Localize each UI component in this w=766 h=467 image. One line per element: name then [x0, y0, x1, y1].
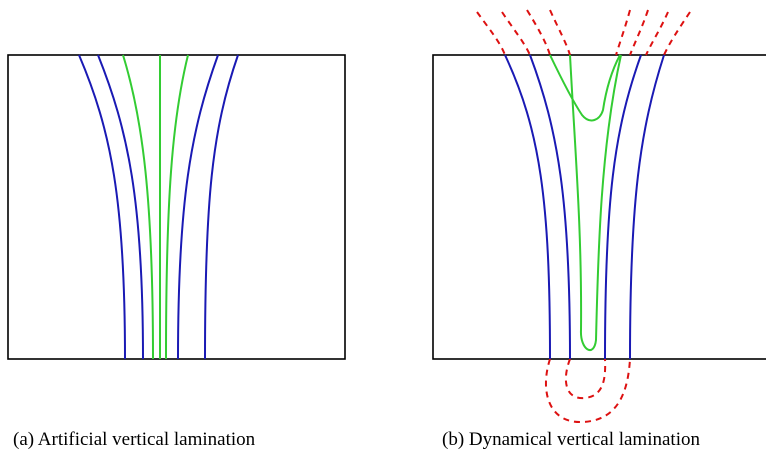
panel-b-blue-leaves — [504, 54, 665, 360]
panel-b-red-leaf-top-left-4 — [549, 9, 571, 56]
panel-b-red-loop-outer — [545, 358, 631, 424]
panel-b-blue-leaf-outer-left — [504, 54, 551, 360]
panel-b-frame — [432, 54, 766, 360]
panel-b-blue-leaf-outer-right — [629, 54, 665, 360]
panel-b-red-leaf-top-right-4 — [663, 11, 691, 56]
panel-a-blue-leaf-inner-left — [97, 54, 144, 360]
panel-a-caption: (a) Artificial vertical lamination — [13, 429, 256, 450]
panel-b-red-leaf-top-right-2 — [629, 9, 649, 56]
panel-b-blue-leaf-inner-right — [604, 54, 642, 360]
panel-b-green-fold-upper — [549, 54, 621, 122]
panel-a-blue-leaf-inner-right — [177, 54, 219, 360]
panel-b-green-fold-lower — [569, 54, 622, 352]
panel-a-blue-leaf-outer-right — [204, 54, 239, 360]
panel-a-green-leaves — [122, 54, 189, 360]
panel-b-red-loop-inner — [564, 358, 607, 400]
panel-a — [7, 54, 346, 360]
panel-b-green-leaves — [549, 54, 622, 352]
panel-a-blue-leaves — [78, 54, 239, 360]
panel-b-red-leaf-top-right-1 — [615, 9, 631, 56]
panel-b-red-leaf-top-right-3 — [645, 11, 669, 56]
panel-a-blue-leaf-outer-left — [78, 54, 126, 360]
panel-b-red-leaf-top-left-1 — [476, 11, 506, 56]
panel-a-green-leaf-left — [122, 54, 154, 360]
panel-b-blue-leaf-inner-left — [529, 54, 571, 360]
panel-b — [432, 9, 766, 424]
panel-b-red-dashed-leaves — [476, 9, 691, 424]
panel-b-red-leaf-top-left-3 — [526, 9, 551, 56]
panel-b-caption: (b) Dynamical vertical lamination — [442, 429, 700, 450]
panel-a-green-leaf-right — [165, 54, 189, 360]
panel-a-frame — [7, 54, 346, 360]
panel-b-red-leaf-top-left-2 — [501, 11, 531, 56]
